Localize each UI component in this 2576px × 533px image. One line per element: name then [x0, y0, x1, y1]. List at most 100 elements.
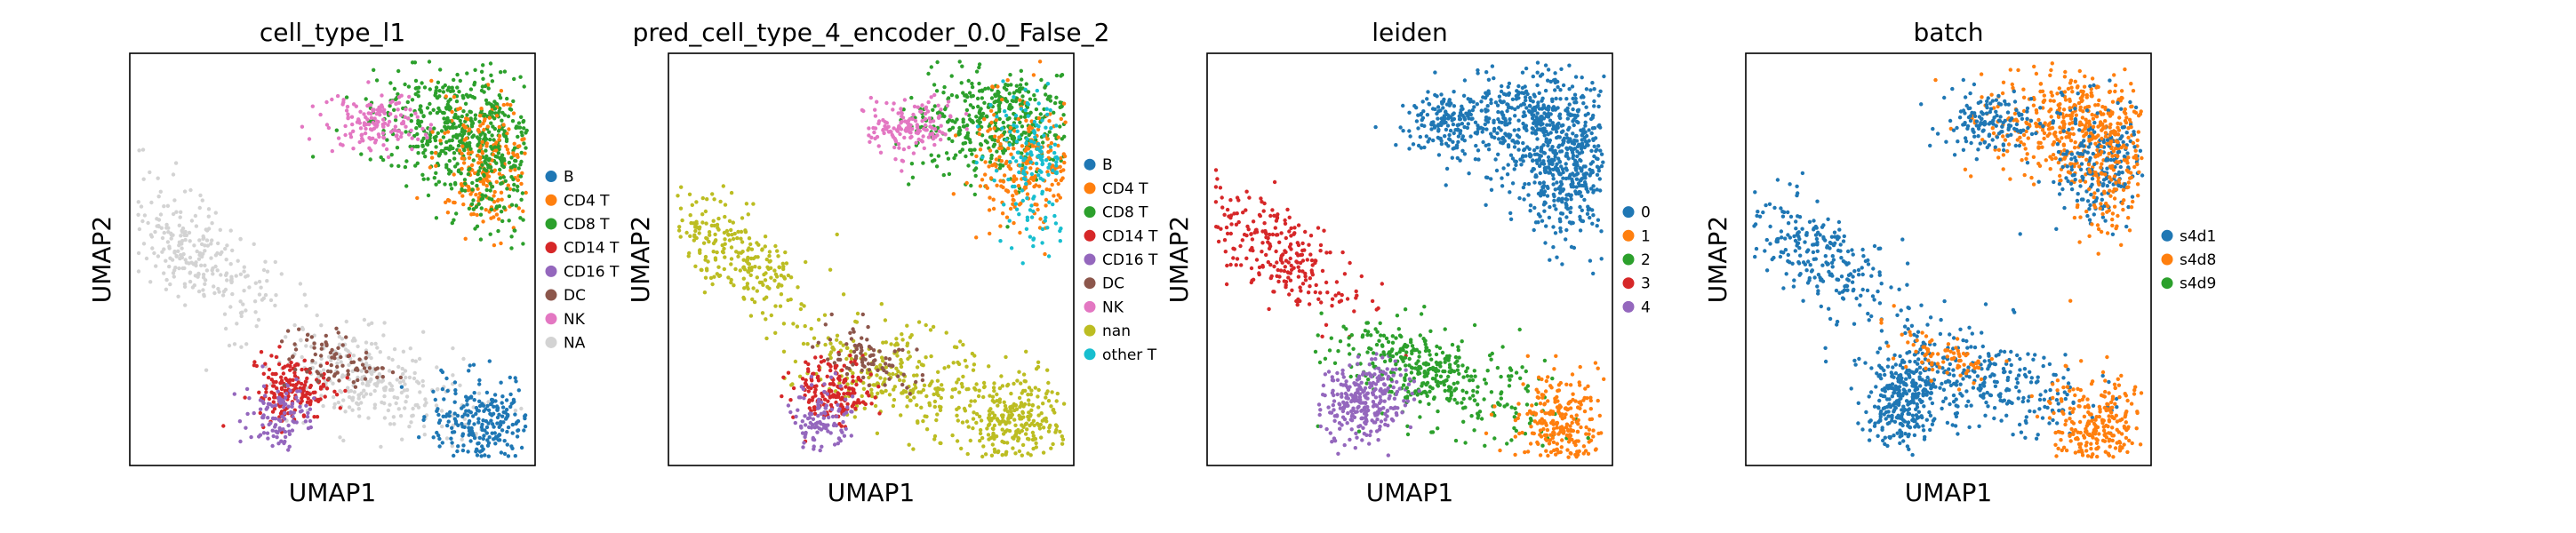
- data-point: [465, 402, 469, 407]
- data-point: [1025, 427, 1029, 432]
- data-point: [1510, 181, 1516, 186]
- data-point: [1484, 127, 1489, 131]
- data-point: [189, 219, 195, 223]
- data-point: [1436, 153, 1442, 157]
- data-point: [519, 197, 524, 202]
- data-point: [1428, 137, 1432, 141]
- data-point: [494, 204, 500, 209]
- data-point: [851, 374, 855, 379]
- data-point: [813, 387, 818, 392]
- data-point: [469, 426, 474, 431]
- data-point: [900, 169, 904, 173]
- data-point: [505, 442, 509, 447]
- data-point: [257, 390, 261, 394]
- data-point: [851, 327, 855, 331]
- data-point: [508, 187, 513, 191]
- data-point: [300, 381, 304, 386]
- data-point: [900, 111, 904, 115]
- data-point: [204, 228, 210, 233]
- data-point: [516, 155, 520, 159]
- data-point: [814, 384, 819, 388]
- data-point: [286, 423, 291, 428]
- data-point: [1479, 99, 1484, 104]
- data-point: [756, 243, 761, 247]
- data-point: [964, 154, 968, 159]
- data-point: [375, 107, 380, 113]
- data-point: [206, 207, 212, 211]
- data-point: [1517, 195, 1522, 201]
- data-point: [396, 91, 400, 97]
- data-point: [1548, 171, 1553, 175]
- data-point: [867, 133, 871, 138]
- data-point: [1016, 436, 1021, 441]
- data-point: [1576, 107, 1581, 113]
- data-point: [494, 179, 499, 184]
- data-point: [1054, 424, 1060, 429]
- data-point: [695, 226, 700, 230]
- data-point: [171, 211, 176, 217]
- data-point: [1025, 218, 1030, 222]
- data-point: [448, 182, 453, 187]
- data-point: [300, 124, 305, 129]
- data-point: [929, 153, 933, 157]
- umap-panel-2: pred_cell_type_4_encoder_0.0_False_2UMAP…: [626, 18, 1158, 507]
- data-point: [324, 333, 328, 338]
- data-point: [492, 116, 497, 121]
- data-point: [1054, 95, 1059, 100]
- data-point: [856, 375, 860, 380]
- data-point: [1511, 139, 1516, 143]
- data-point: [924, 427, 930, 432]
- data-point: [1592, 87, 1596, 91]
- data-point: [830, 345, 835, 350]
- data-point: [804, 383, 809, 387]
- data-point: [900, 119, 904, 124]
- data-point: [467, 155, 472, 160]
- data-point: [884, 121, 889, 125]
- data-point: [916, 105, 920, 109]
- data-point: [480, 84, 485, 89]
- data-point: [949, 92, 955, 98]
- data-point: [1001, 79, 1005, 84]
- data-point: [294, 395, 299, 400]
- data-point: [428, 127, 433, 131]
- data-point: [1017, 203, 1022, 207]
- data-point: [1516, 118, 1521, 123]
- data-point: [978, 427, 983, 433]
- data-point: [412, 376, 417, 381]
- data-point: [1545, 194, 1550, 198]
- data-point: [1546, 132, 1550, 137]
- data-point: [1009, 410, 1013, 414]
- data-point: [515, 434, 520, 439]
- data-point: [884, 388, 888, 394]
- data-point: [500, 181, 504, 186]
- data-point: [853, 319, 858, 324]
- data-point: [448, 89, 453, 94]
- data-point: [1043, 251, 1047, 257]
- data-point: [500, 405, 506, 410]
- data-point: [1508, 190, 1512, 195]
- data-point: [265, 279, 269, 283]
- data-point: [339, 354, 343, 360]
- data-point: [148, 280, 153, 284]
- data-point: [479, 69, 484, 75]
- data-point: [338, 406, 342, 410]
- data-point: [396, 407, 401, 411]
- data-point: [415, 379, 420, 384]
- data-point: [484, 168, 489, 173]
- data-point: [1027, 402, 1031, 407]
- data-point: [390, 370, 396, 375]
- data-point: [289, 360, 293, 365]
- data-point: [992, 126, 996, 131]
- data-point: [950, 387, 956, 392]
- legend-label: CD4 T: [1102, 180, 1148, 198]
- data-point: [447, 119, 452, 123]
- data-point: [1528, 209, 1532, 213]
- data-point: [883, 383, 887, 387]
- data-point: [1021, 415, 1026, 419]
- data-point: [793, 420, 797, 426]
- data-point: [1539, 147, 1544, 151]
- data-point: [1495, 131, 1500, 136]
- data-point: [341, 100, 346, 105]
- data-point: [444, 139, 449, 145]
- data-point: [1541, 192, 1547, 197]
